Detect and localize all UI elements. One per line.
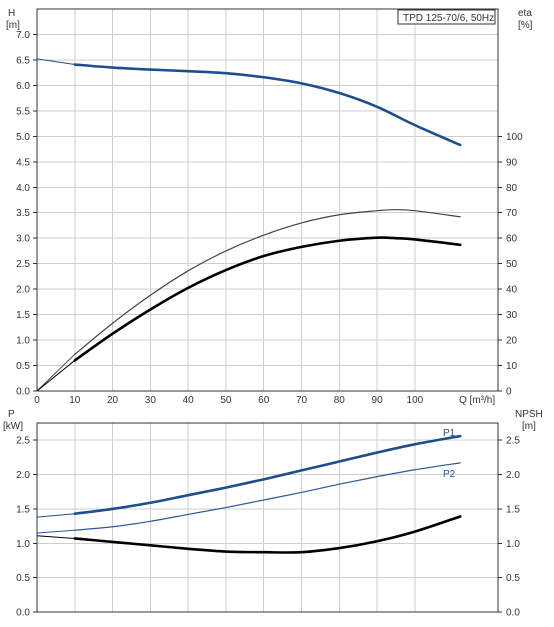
y-right-tick-label: 60 — [506, 234, 518, 245]
y-left-tick-label: 5.0 — [16, 132, 30, 143]
series-line — [73, 236, 462, 362]
y-left-tick-label: 1.5 — [16, 310, 30, 321]
eta-axis-unit: [%] — [518, 20, 533, 31]
x-tick-label: 20 — [107, 395, 119, 406]
y-left-tick-label: 2.0 — [16, 470, 30, 481]
top-right-ticks: 0 10 20 30 40 50 60 70 80 90 100 — [498, 132, 523, 398]
y-right-tick-label: 0.0 — [506, 608, 520, 619]
head-efficiency-panel: 0 10 20 30 40 50 60 70 80 90 100 0.00.51.01.52.02.… — [6, 8, 533, 406]
series-line — [74, 209, 461, 355]
npsh-axis-unit: [m] — [522, 421, 536, 432]
series-line-lead — [36, 58, 75, 66]
series-line — [73, 63, 462, 147]
y-left-tick-label: 3.0 — [16, 234, 30, 245]
y-left-tick-label: 2.5 — [16, 436, 30, 447]
series-line-lead — [36, 529, 75, 534]
bottom-plot-frame — [36, 422, 499, 613]
x-tick-label: 60 — [258, 395, 270, 406]
y-right-tick-label: 70 — [506, 208, 518, 219]
p1-series-label: P1 — [443, 428, 456, 439]
top-curves — [36, 58, 462, 392]
eta-axis-label: eta — [518, 8, 532, 19]
power-axis-label: P — [8, 409, 15, 420]
y-left-tick-label: 1.0 — [16, 539, 30, 550]
top-plot-frame — [36, 8, 499, 392]
y-right-tick-label: 1.5 — [506, 504, 520, 515]
y-left-tick-label: 0.5 — [16, 573, 30, 584]
y-right-tick-label: 80 — [506, 183, 518, 194]
y-right-tick-label: 0.5 — [506, 573, 520, 584]
y-right-tick-label: 90 — [506, 157, 518, 168]
bottom-grid — [37, 423, 498, 612]
x-tick-label: 70 — [296, 395, 308, 406]
y-left-tick-label: 7.0 — [16, 30, 30, 41]
head-axis-unit: [m] — [6, 20, 20, 31]
x-tick-label: 90 — [372, 395, 384, 406]
series-line-lead — [36, 535, 75, 539]
y-left-tick-label: 0.0 — [16, 608, 30, 619]
y-left-tick-label: 0.0 — [16, 387, 30, 398]
bottom-curves — [36, 434, 462, 554]
bottom-right-ticks: 0.0 0.5 1.0 1.5 2.0 2.5 — [498, 436, 520, 619]
y-right-tick-label: 20 — [506, 336, 518, 347]
series-line — [73, 515, 462, 554]
y-right-tick-label: 2.0 — [506, 470, 520, 481]
y-right-tick-label: 1.0 — [506, 539, 520, 550]
x-tick-label: 100 — [407, 395, 424, 406]
chart-title: TPD 125-70/6, 50Hz — [403, 13, 494, 24]
head-axis-label: H — [8, 8, 15, 19]
series-line-lead — [36, 353, 76, 392]
y-left-tick-label: 3.5 — [16, 208, 30, 219]
x-tick-label: 30 — [145, 395, 157, 406]
series-line-lead — [36, 513, 75, 518]
x-tick-label: 10 — [69, 395, 81, 406]
series-line-lead — [36, 360, 76, 392]
y-left-tick-label: 5.5 — [16, 106, 30, 117]
y-right-tick-label: 40 — [506, 285, 518, 296]
x-tick-label: 0 — [34, 395, 40, 406]
top-x-ticks: 0 10 20 30 40 50 60 70 80 90 100 — [34, 395, 423, 406]
y-right-tick-label: 100 — [506, 132, 523, 143]
x-tick-label: 80 — [334, 395, 346, 406]
npsh-axis-label: NPSH — [515, 409, 543, 420]
y-right-tick-label: 50 — [506, 259, 518, 270]
y-left-tick-label: 6.0 — [16, 81, 30, 92]
top-left-ticks: 0.0 0.5 1.0 1.5 2.0 2.5 3.0 3.5 4.0 4.5 5.0 5.5 6.0 6… — [16, 30, 37, 398]
x-tick-label: 40 — [183, 395, 195, 406]
y-right-tick-label: 10 — [506, 361, 518, 372]
power-npsh-panel: 0.00.51.01.52.02.5 0.00.51.01.52.02.5 P … — [3, 409, 543, 619]
series-line-p2 — [74, 462, 461, 531]
y-left-tick-label: 4.0 — [16, 183, 30, 194]
y-left-tick-label: 4.5 — [16, 157, 30, 168]
y-left-tick-label: 2.0 — [16, 285, 30, 296]
y-right-tick-label: 0 — [506, 387, 512, 398]
top-grid — [37, 9, 498, 391]
p2-series-label: P2 — [443, 469, 456, 480]
series-line-p1 — [73, 434, 462, 516]
y-left-tick-label: 6.5 — [16, 55, 30, 66]
y-left-tick-label: 2.5 — [16, 259, 30, 270]
title-box — [397, 9, 496, 25]
y-right-tick-label: 2.5 — [506, 436, 520, 447]
x-tick-label: 50 — [220, 395, 232, 406]
power-axis-unit: [kW] — [3, 421, 23, 432]
y-left-tick-label: 0.5 — [16, 361, 30, 372]
y-left-tick-label: 1.5 — [16, 504, 30, 515]
y-left-tick-label: 1.0 — [16, 336, 30, 347]
y-right-tick-label: 30 — [506, 310, 518, 321]
flow-axis-label: Q [m³/h] — [459, 395, 495, 406]
bottom-left-ticks: 0.0 0.5 1.0 1.5 2.0 2.5 — [16, 436, 37, 619]
